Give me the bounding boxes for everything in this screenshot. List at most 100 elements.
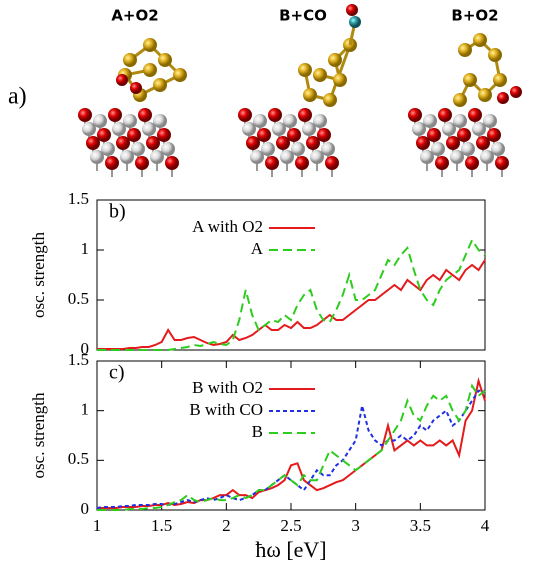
x-axis-label: ħω [eV] (255, 537, 326, 562)
atom (253, 114, 267, 128)
atom (446, 136, 460, 150)
atom (165, 156, 179, 170)
atom (438, 108, 452, 122)
atom (157, 128, 171, 142)
atom (280, 150, 294, 164)
atom (250, 150, 264, 164)
structure-label: B+CO (279, 7, 327, 25)
atom (476, 136, 490, 150)
legend-label: A with O2 (192, 217, 263, 236)
atom (323, 93, 337, 107)
atom (313, 114, 327, 128)
structure-label: B+O2 (451, 7, 498, 25)
y-tick-label: 0.5 (68, 289, 89, 308)
atom (442, 122, 456, 136)
atom (321, 142, 335, 156)
atom (461, 142, 475, 156)
bond (328, 44, 352, 101)
legend-label: A (251, 239, 264, 258)
panel-label: c) (109, 362, 125, 384)
legend-label: B with CO (189, 400, 263, 419)
atom (458, 43, 472, 57)
atom (317, 128, 331, 142)
atom (257, 128, 271, 142)
atom (408, 108, 422, 122)
atom (306, 136, 320, 150)
atom (101, 142, 115, 156)
atom (238, 108, 252, 122)
atom (143, 38, 157, 52)
atom (450, 150, 464, 164)
atom (465, 156, 479, 170)
atom (295, 156, 309, 170)
y-axis-label: osc. strength (29, 232, 48, 318)
y-tick-label: 0 (81, 339, 90, 358)
series-line (97, 259, 486, 350)
atom (153, 78, 167, 92)
atom (82, 122, 96, 136)
atom (246, 136, 260, 150)
atom (346, 4, 358, 16)
atom (473, 33, 487, 47)
panel-label: b) (109, 201, 126, 223)
atom (112, 122, 126, 136)
y-tick-label: 1.5 (68, 189, 89, 208)
atom (435, 156, 449, 170)
atom (123, 53, 137, 67)
atom (488, 48, 502, 62)
atom (298, 108, 312, 122)
y-tick-label: 1.5 (68, 350, 89, 369)
atom (310, 150, 324, 164)
atom (127, 128, 141, 142)
atom (487, 128, 501, 142)
legend-label: B (252, 422, 263, 441)
atom (457, 128, 471, 142)
atom (108, 108, 122, 122)
atom (146, 136, 160, 150)
atom (116, 74, 128, 86)
atom (480, 150, 494, 164)
legend-label: B with O2 (192, 378, 263, 397)
x-tick-label: 1.5 (151, 516, 172, 535)
atom (142, 122, 156, 136)
atom (105, 156, 119, 170)
series-line (97, 383, 486, 511)
atom (302, 122, 316, 136)
series-line (97, 377, 486, 510)
x-tick-label: 3.5 (410, 516, 431, 535)
atom (423, 114, 437, 128)
series-line (96, 389, 485, 510)
atom (495, 156, 509, 170)
x-tick-label: 1 (93, 516, 102, 535)
atom (161, 142, 175, 156)
molecule-images (78, 4, 522, 177)
atom (287, 128, 301, 142)
atom (420, 150, 434, 164)
atom (116, 136, 130, 150)
plot-frame (96, 360, 486, 511)
atom (261, 142, 275, 156)
atom (135, 156, 149, 170)
plot-frame (96, 199, 486, 351)
atom (493, 73, 507, 87)
atom (333, 73, 347, 87)
atom (468, 108, 482, 122)
atom (173, 68, 187, 82)
y-tick-label: 0.5 (68, 449, 89, 468)
atom (328, 53, 342, 67)
atom (150, 150, 164, 164)
atom (97, 128, 111, 142)
atom (120, 150, 134, 164)
x-tick-label: 2 (222, 516, 231, 535)
y-tick-label: 1 (81, 400, 90, 419)
panel-label: a) (8, 84, 27, 110)
atom (349, 16, 361, 28)
atom (138, 108, 152, 122)
atom (412, 122, 426, 136)
x-tick-label: 3 (351, 516, 360, 535)
atom (510, 86, 522, 98)
atom (291, 142, 305, 156)
atom (78, 108, 92, 122)
atom (427, 128, 441, 142)
